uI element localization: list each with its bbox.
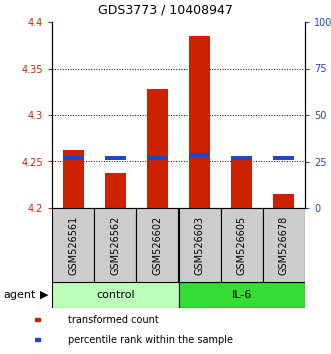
Bar (35, 338, 40, 341)
Bar (231, 160, 252, 208)
Text: agent: agent (3, 290, 36, 300)
Bar (147, 89, 168, 208)
Text: control: control (96, 290, 135, 300)
Text: transformed count: transformed count (68, 315, 159, 325)
Bar (231, 156, 252, 160)
Bar (52, 208, 94, 282)
Text: GSM526602: GSM526602 (152, 215, 163, 275)
Bar (63, 150, 84, 208)
Bar (263, 208, 305, 282)
Bar (189, 153, 210, 157)
Bar (105, 173, 126, 208)
Text: GSM526678: GSM526678 (279, 215, 289, 275)
Bar (178, 208, 221, 282)
Bar (105, 156, 126, 160)
Bar (94, 208, 136, 282)
Text: GSM526605: GSM526605 (237, 215, 247, 275)
Text: GSM526561: GSM526561 (68, 215, 78, 275)
Text: GDS3773 / 10408947: GDS3773 / 10408947 (98, 4, 233, 17)
Bar (273, 194, 295, 208)
Bar (35, 318, 40, 321)
Text: IL-6: IL-6 (232, 290, 252, 300)
Bar (273, 156, 295, 160)
Text: percentile rank within the sample: percentile rank within the sample (68, 335, 233, 345)
Bar (63, 156, 84, 160)
Text: ▶: ▶ (40, 290, 49, 300)
Bar (221, 208, 263, 282)
Bar (147, 156, 168, 160)
Text: GSM526562: GSM526562 (110, 215, 120, 275)
Bar (178, 282, 305, 308)
Bar (136, 208, 178, 282)
Text: GSM526603: GSM526603 (195, 216, 205, 275)
Bar (52, 282, 178, 308)
Bar (189, 36, 210, 208)
